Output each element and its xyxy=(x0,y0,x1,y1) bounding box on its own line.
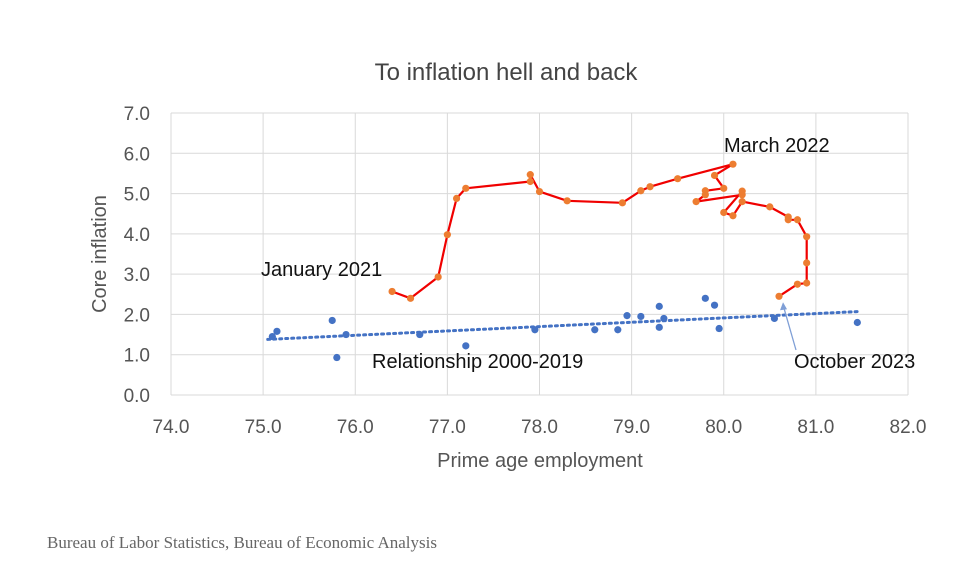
historical-point xyxy=(655,323,663,331)
historical-point xyxy=(655,302,663,310)
x-tick-label: 80.0 xyxy=(705,417,742,438)
recent-path xyxy=(388,160,811,302)
recent-point xyxy=(784,216,792,224)
historical-point xyxy=(273,327,281,335)
y-tick-label: 5.0 xyxy=(124,185,150,206)
recent-point xyxy=(406,294,415,302)
recent-point xyxy=(710,171,719,180)
recent-point xyxy=(803,233,811,241)
y-tick-label: 7.0 xyxy=(124,104,150,125)
x-tick-label: 74.0 xyxy=(153,417,190,438)
annotation-arrowhead xyxy=(780,302,788,311)
historical-point xyxy=(623,312,631,320)
recent-point xyxy=(646,183,654,191)
historical-point xyxy=(710,301,719,309)
y-axis-ticks: 0.0 1.0 2.0 3.0 4.0 5.0 6.0 7.0 xyxy=(124,104,150,407)
recent-point xyxy=(637,187,645,195)
recent-point xyxy=(563,197,571,205)
recent-point xyxy=(434,273,442,281)
recent-point xyxy=(720,208,728,217)
historical-point xyxy=(701,294,709,302)
recent-point xyxy=(803,259,811,267)
recent-point xyxy=(701,191,709,199)
historical-point xyxy=(328,316,336,325)
y-tick-label: 3.0 xyxy=(124,265,150,286)
recent-point xyxy=(729,212,737,220)
x-tick-label: 79.0 xyxy=(613,417,650,438)
recent-point xyxy=(526,171,534,179)
y-tick-label: 6.0 xyxy=(124,144,150,165)
historical-point xyxy=(333,353,341,362)
y-axis-label: Core inflation xyxy=(89,195,111,313)
recent-point xyxy=(738,187,746,195)
y-tick-label: 0.0 xyxy=(124,386,150,407)
recent-point xyxy=(766,203,774,211)
annotation-label: Relationship 2000-2019 xyxy=(372,351,583,373)
recent-point xyxy=(793,280,802,288)
x-axis-label: Prime age employment xyxy=(437,450,643,472)
y-tick-label: 2.0 xyxy=(124,305,150,326)
historical-point xyxy=(770,314,779,323)
x-tick-label: 81.0 xyxy=(797,417,834,438)
y-tick-label: 4.0 xyxy=(124,225,150,246)
recent-point xyxy=(618,199,627,207)
historical-point xyxy=(531,326,539,334)
annotation-arrow xyxy=(783,308,797,351)
recent-point xyxy=(462,184,470,192)
recent-point xyxy=(793,216,802,224)
annotation-label: March 2022 xyxy=(724,135,830,157)
historical-point xyxy=(342,330,350,339)
recent-point xyxy=(692,198,700,206)
historical-point xyxy=(462,342,470,350)
historical-point xyxy=(637,312,645,321)
recent-point xyxy=(738,198,746,206)
annotation-label: October 2023 xyxy=(794,351,915,373)
source-note: Bureau of Labor Statistics, Bureau of Ec… xyxy=(47,533,437,552)
historical-point xyxy=(715,324,723,333)
historical-point xyxy=(853,318,861,327)
y-tick-label: 1.0 xyxy=(124,346,150,367)
recent-point xyxy=(674,175,682,183)
recent-point xyxy=(443,231,451,239)
recent-point xyxy=(388,287,396,296)
trend-line-segment xyxy=(266,310,859,341)
historical-points xyxy=(268,294,861,362)
recent-point xyxy=(720,184,728,192)
historical-point xyxy=(416,330,424,339)
annotation-label: January 2021 xyxy=(261,259,382,281)
chart-title: To inflation hell and back xyxy=(375,59,639,86)
recent-line xyxy=(391,163,808,300)
trend-line xyxy=(266,310,859,341)
recent-point xyxy=(452,194,461,203)
recent-point xyxy=(775,292,783,300)
x-tick-label: 78.0 xyxy=(521,417,558,438)
historical-point xyxy=(614,326,622,334)
x-axis-ticks: 74.0 75.0 76.0 77.0 78.0 79.0 80.0 81.0 82.0 xyxy=(153,417,927,438)
x-tick-label: 75.0 xyxy=(245,417,282,438)
annotations: March 2022 January 2021 Relationship 2000-… xyxy=(261,135,915,373)
historical-point xyxy=(268,332,276,341)
recent-point xyxy=(535,187,544,196)
x-tick-label: 82.0 xyxy=(890,417,927,438)
historical-point xyxy=(660,314,668,323)
x-tick-label: 76.0 xyxy=(337,417,374,438)
recent-point xyxy=(526,177,534,186)
recent-point xyxy=(729,160,737,168)
recent-point xyxy=(803,279,811,287)
x-tick-label: 77.0 xyxy=(429,417,466,438)
historical-point xyxy=(591,326,599,334)
